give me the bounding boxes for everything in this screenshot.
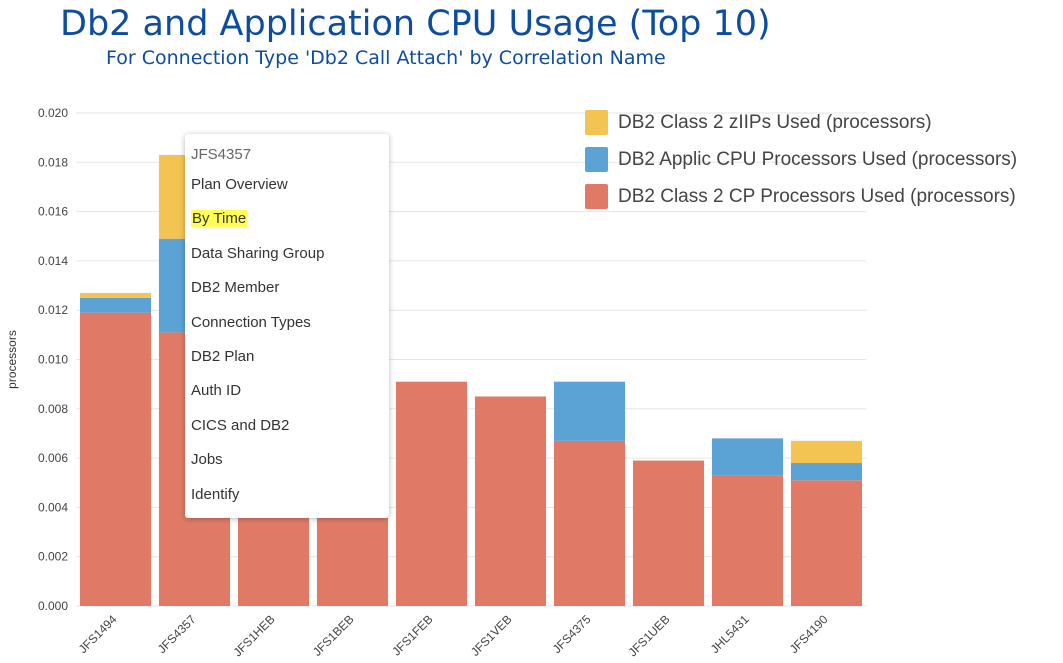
x-tick-label: JFS4375 — [550, 612, 594, 656]
y-tick-label: 0.008 — [38, 402, 68, 416]
legend-swatch — [585, 147, 608, 172]
x-tick-label: JFS4357 — [155, 612, 199, 656]
context-menu-item-label: Identify — [191, 485, 240, 503]
bar-segment — [553, 381, 626, 441]
bar-segment — [553, 440, 626, 606]
bar-segment — [474, 396, 547, 606]
context-menu-item-label: Auth ID — [191, 382, 242, 400]
context-menu-item-db2-member[interactable]: DB2 Member — [185, 271, 389, 305]
y-tick-label: 0.020 — [38, 106, 68, 120]
context-menu-item-by-time[interactable]: By Time — [185, 202, 389, 236]
context-menu-item-label: Jobs — [191, 451, 223, 469]
context-menu-item-label: Connection Types — [191, 313, 311, 331]
chart-legend: DB2 Class 2 zIIPs Used (processors) DB2 A… — [585, 110, 1017, 221]
context-menu-item-data-sharing-group[interactable]: Data Sharing Group — [185, 237, 389, 271]
bar-segment — [79, 297, 152, 313]
bar-segment — [790, 440, 863, 464]
x-tick-label: JFS1HEB — [230, 612, 277, 659]
context-menu-item-label: Data Sharing Group — [191, 244, 325, 262]
x-tick-label: JFS1VEB — [468, 612, 515, 659]
bar-segment — [632, 460, 705, 606]
y-axis-label: processors — [5, 330, 19, 389]
y-tick-label: 0.016 — [38, 205, 68, 219]
x-tick-label: JFS1FEB — [389, 612, 435, 658]
x-tick-label: JFS1UEB — [625, 612, 672, 659]
legend-label: DB2 Applic CPU Processors Used (processo… — [618, 148, 1018, 170]
context-menu-header: JFS4357 — [191, 146, 252, 163]
x-tick-label: JFS4190 — [787, 612, 831, 656]
chart-title: Db2 and Application CPU Usage (Top 10) — [60, 4, 771, 44]
y-tick-label: 0.004 — [38, 500, 68, 514]
context-menu-item-label: By Time — [191, 210, 248, 228]
y-tick-label: 0.000 — [38, 599, 68, 613]
legend-label: DB2 Class 2 zIIPs Used (processors) — [618, 111, 932, 133]
bar-segment — [711, 475, 784, 606]
context-menu-item-db2-plan[interactable]: DB2 Plan — [185, 340, 389, 374]
bar-segment — [79, 292, 152, 298]
context-menu-item-cics-and-db2[interactable]: CICS and DB2 — [185, 409, 389, 443]
legend-entry[interactable]: DB2 Class 2 CP Processors Used (processo… — [585, 184, 1017, 209]
legend-swatch — [585, 184, 608, 209]
bar-segment — [79, 312, 152, 606]
context-menu-item-label: DB2 Plan — [191, 347, 255, 365]
y-tick-label: 0.010 — [38, 353, 68, 367]
bar-segment — [711, 438, 784, 476]
bar-segment — [790, 480, 863, 606]
x-tick-label: JFS1BEB — [310, 612, 357, 659]
y-tick-label: 0.006 — [38, 451, 68, 465]
context-menu-items: Plan Overview By Time Data Sharing Group DB… — [185, 168, 389, 512]
context-menu-item-plan-overview[interactable]: Plan Overview — [185, 168, 389, 202]
context-menu-item-auth-id[interactable]: Auth ID — [185, 374, 389, 408]
bar-segment — [790, 463, 863, 481]
x-tick-label: JHL5431 — [708, 612, 752, 656]
context-menu-item-label: Plan Overview — [191, 176, 288, 193]
bar-segment — [395, 381, 468, 606]
legend-entry[interactable]: DB2 Applic CPU Processors Used (processo… — [585, 147, 1017, 172]
y-tick-label: 0.014 — [38, 254, 68, 268]
legend-label: DB2 Class 2 CP Processors Used (processo… — [618, 185, 1016, 207]
x-tick-label: JFS1494 — [76, 612, 120, 656]
y-tick-label: 0.018 — [38, 155, 68, 169]
legend-swatch — [585, 110, 608, 135]
context-menu-item-connection-types[interactable]: Connection Types — [185, 306, 389, 340]
legend-entry[interactable]: DB2 Class 2 zIIPs Used (processors) — [585, 110, 1017, 135]
context-menu-item-identify[interactable]: Identify — [185, 478, 389, 512]
context-menu-item-jobs[interactable]: Jobs — [185, 443, 389, 477]
y-tick-label: 0.012 — [38, 303, 68, 317]
context-menu-item-label: DB2 Member — [191, 279, 280, 297]
context-menu: JFS4357 Plan Overview By Time Data Sharing… — [185, 134, 389, 518]
chart-subtitle: For Connection Type 'Db2 Call Attach' by… — [106, 47, 666, 69]
y-tick-label: 0.002 — [38, 550, 68, 564]
context-menu-item-label: CICS and DB2 — [191, 416, 290, 434]
